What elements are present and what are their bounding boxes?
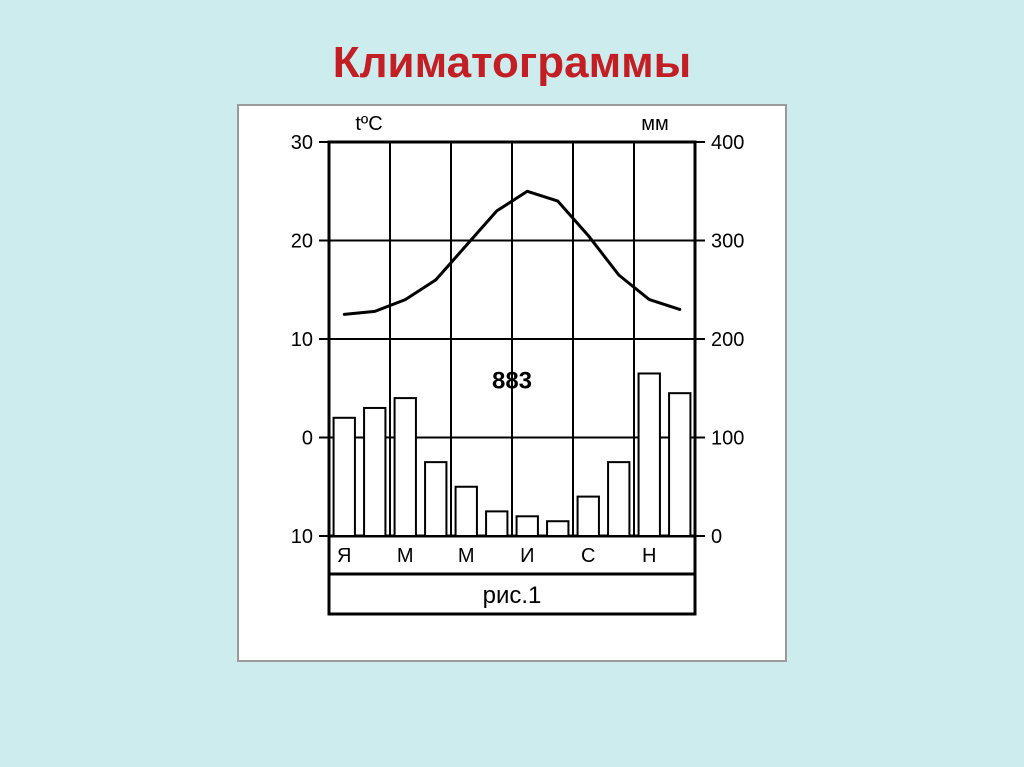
page-title: Климатограммы: [0, 38, 1024, 88]
svg-text:tºC: tºC: [355, 113, 382, 135]
svg-text:10: 10: [291, 329, 313, 351]
svg-text:300: 300: [711, 231, 744, 253]
svg-text:С: С: [581, 545, 595, 567]
svg-text:200: 200: [711, 329, 744, 351]
svg-text:0: 0: [302, 428, 313, 450]
svg-text:мм: мм: [641, 113, 669, 135]
svg-text:100: 100: [711, 428, 744, 450]
svg-text:рис.1: рис.1: [483, 582, 542, 609]
svg-text:10: 10: [291, 526, 313, 548]
svg-text:20: 20: [291, 231, 313, 253]
chart-panel: 3020100104003002001000tºCммЯММИСНрис.188…: [237, 104, 787, 662]
svg-text:Н: Н: [642, 545, 656, 567]
svg-text:Я: Я: [337, 545, 351, 567]
svg-text:М: М: [458, 545, 475, 567]
svg-text:И: И: [520, 545, 534, 567]
climogram-svg: 3020100104003002001000tºCммЯММИСНрис.188…: [239, 106, 785, 660]
svg-text:400: 400: [711, 132, 744, 154]
svg-text:30: 30: [291, 132, 313, 154]
svg-text:0: 0: [711, 526, 722, 548]
svg-text:883: 883: [492, 367, 532, 394]
svg-text:М: М: [397, 545, 414, 567]
